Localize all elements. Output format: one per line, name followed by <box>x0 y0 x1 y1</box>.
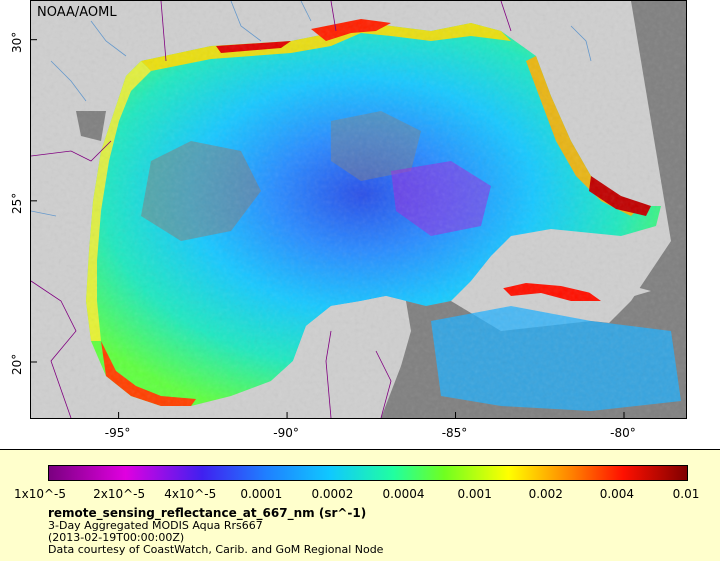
variable-name: remote_sensing_reflectance_at_667_nm (sr… <box>48 506 367 520</box>
colorbar-tick-label: 0.0002 <box>311 487 354 501</box>
lon-label: -90° <box>273 426 299 440</box>
graticule-ticks <box>31 39 625 418</box>
colorbar-tick-label: 0.01 <box>672 487 700 501</box>
colorbar-tick-label: 4x10^-5 <box>164 487 217 501</box>
product-name: 3-Day Aggregated MODIS Aqua Rrs667 <box>48 519 263 532</box>
colorbar-tick-label: 0.0001 <box>240 487 283 501</box>
colorbar-tick-label: 2x10^-5 <box>93 487 146 501</box>
political-borders <box>31 1 512 418</box>
lon-label: -95° <box>104 426 131 440</box>
map-panel: NOAA/AOML <box>30 0 687 419</box>
colorbar <box>48 465 688 481</box>
reflectance-map <box>31 1 686 418</box>
colorbar-tick-label: 0.001 <box>457 487 492 501</box>
lat-label: 25° <box>10 192 24 214</box>
colorbar-tick-label: 0.004 <box>599 487 635 501</box>
time-stamp: (2013-02-19T00:00:00Z) <box>48 531 185 544</box>
colorbar-tick-label: 0.0004 <box>382 487 425 501</box>
data-texture <box>31 1 686 418</box>
rivers <box>31 1 592 217</box>
colorbar-tick-label: 0.002 <box>528 487 563 501</box>
lon-label: -80° <box>610 426 636 440</box>
credit-label: NOAA/AOML <box>37 5 117 20</box>
lat-label: 30° <box>10 31 24 53</box>
legend-panel: 1x10^-5 2x10^-5 4x10^-5 0.0001 0.0002 0.0004 0… <box>0 449 720 561</box>
colorbar-tick-label: 1x10^-5 <box>13 487 67 501</box>
lon-label: -85° <box>441 426 468 440</box>
lat-label: 20° <box>10 353 24 375</box>
data-courtesy: Data courtesy of CoastWatch, Carib. and … <box>48 543 384 556</box>
